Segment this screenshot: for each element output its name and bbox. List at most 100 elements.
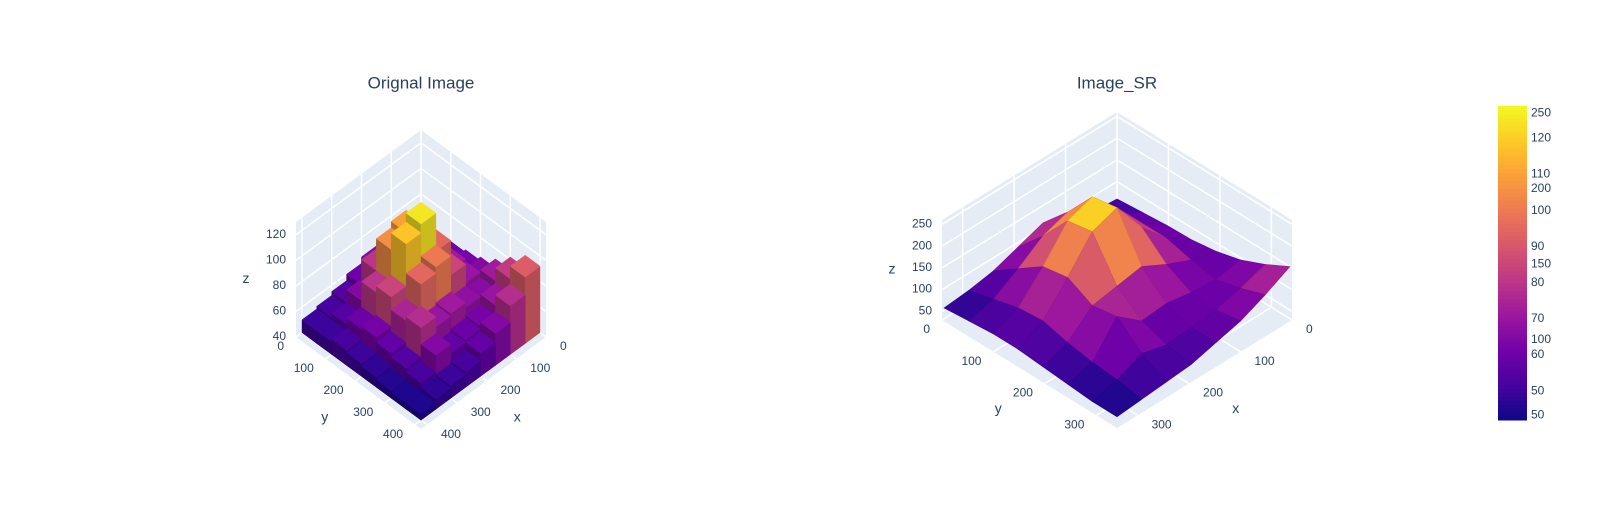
colorbar <box>1498 125 1527 131</box>
z-tick-label: 250 <box>912 217 932 231</box>
bar-block <box>375 368 407 392</box>
colorbar <box>1498 380 1527 386</box>
colorbar <box>1498 113 1527 119</box>
x-tick-label: 400 <box>441 427 461 441</box>
bar-block <box>420 244 452 268</box>
colorbar-tick-label: 200 <box>1531 181 1551 195</box>
bar-block <box>420 333 452 356</box>
x-tick-label: 300 <box>471 405 491 419</box>
grid-line <box>1116 159 1293 269</box>
colorbar <box>1498 333 1527 339</box>
y-tick-label: 400 <box>383 427 403 441</box>
bar-block <box>375 274 407 298</box>
colorbar <box>1498 392 1527 397</box>
colorbar <box>1498 310 1527 315</box>
colorbar <box>1498 341 1527 346</box>
x-tick-label: 0 <box>560 339 567 353</box>
axis-title: y <box>995 400 1002 416</box>
colorbar <box>1498 302 1527 307</box>
bar-block <box>361 315 392 338</box>
y-tick-label: 0 <box>277 339 284 353</box>
colorbar-tick-label: 150 <box>1531 257 1551 271</box>
colorbar-tick-label: 50 <box>1531 383 1545 397</box>
colorbar <box>1498 290 1527 295</box>
y-tick-label: 200 <box>323 383 343 397</box>
surface-patch <box>1091 379 1143 418</box>
colorbar <box>1498 408 1527 413</box>
colorbar <box>1498 349 1527 354</box>
colorbar <box>1498 365 1527 370</box>
bar-block <box>346 341 377 365</box>
colorbar <box>1498 388 1527 394</box>
z-tick-label: 150 <box>912 260 932 274</box>
colorbar <box>1498 153 1527 158</box>
x-tick-label: 200 <box>1203 386 1223 400</box>
colorbar <box>1498 227 1527 233</box>
bar-block <box>480 311 511 334</box>
colorbar <box>1498 196 1527 201</box>
colorbar <box>1498 400 1527 405</box>
bar-block <box>405 305 437 329</box>
grid-line <box>295 167 422 261</box>
colorbar <box>1498 106 1527 111</box>
colorbar <box>1498 121 1527 127</box>
z-tick-label: 100 <box>266 253 286 267</box>
colorbar <box>1498 160 1527 166</box>
axis-title: x <box>514 408 521 424</box>
colorbar <box>1498 200 1527 205</box>
bar-block <box>509 254 541 278</box>
colorbar <box>1498 368 1527 374</box>
colorbar <box>1498 325 1527 331</box>
colorbar <box>1498 247 1527 252</box>
colorbar <box>1498 306 1527 311</box>
colorbar <box>1498 149 1527 154</box>
y-tick-label: 300 <box>353 405 373 419</box>
colorbar-tick-label: 100 <box>1531 332 1551 346</box>
colorbar <box>1498 274 1527 280</box>
colorbar <box>1498 376 1527 382</box>
colorbar <box>1498 345 1527 350</box>
colorbar <box>1498 384 1527 390</box>
colorbar-tick-label: 90 <box>1531 239 1545 253</box>
bar-block <box>465 331 496 354</box>
colorbar <box>1498 208 1527 213</box>
colorbar <box>1498 188 1527 193</box>
colorbar <box>1498 270 1527 276</box>
y-tick-label: 0 <box>923 322 930 336</box>
axis-title: z <box>889 261 896 277</box>
colorbar <box>1498 211 1527 217</box>
bar-block <box>405 391 437 415</box>
colorbar-tick-label: 70 <box>1531 311 1545 325</box>
colorbar <box>1498 317 1527 323</box>
colorbar <box>1498 404 1527 409</box>
z-tick-label: 100 <box>912 282 932 296</box>
colorbar <box>1498 184 1527 189</box>
colorbar <box>1498 141 1527 146</box>
bar-block <box>405 201 437 225</box>
colorbar-tick-label: 80 <box>1531 275 1545 289</box>
colorbar <box>1498 239 1527 244</box>
colorbar <box>1498 172 1527 178</box>
colorbar <box>1498 353 1527 358</box>
z-tick-label: 50 <box>919 303 933 317</box>
bar-block <box>420 376 452 400</box>
colorbar <box>1498 282 1527 288</box>
colorbar <box>1498 372 1527 378</box>
grid-line <box>295 193 422 287</box>
bar-block <box>405 261 437 285</box>
colorbar <box>1498 278 1527 284</box>
bar-block <box>375 331 407 354</box>
grid-line <box>295 142 422 236</box>
x-tick-label: 300 <box>1152 417 1172 431</box>
wall <box>942 112 1117 320</box>
colorbar <box>1498 145 1527 150</box>
colorbar <box>1498 157 1527 162</box>
bar-block <box>405 360 437 384</box>
x-tick-label: 200 <box>500 383 520 397</box>
colorbar <box>1498 192 1527 197</box>
colorbar <box>1498 215 1527 221</box>
colorbar <box>1498 164 1527 170</box>
bar-block <box>390 345 422 369</box>
colorbar-tick-label: 120 <box>1531 131 1551 145</box>
colorbar <box>1498 219 1527 225</box>
